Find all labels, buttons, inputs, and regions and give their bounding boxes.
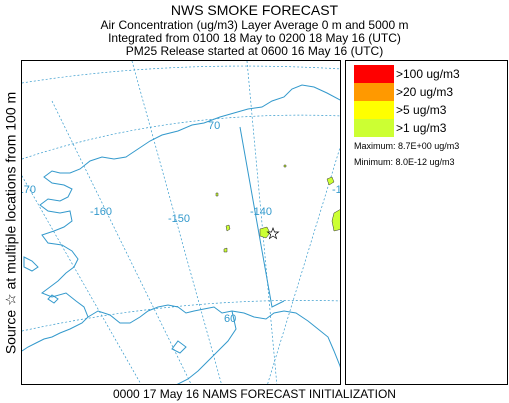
- smoke-area-main: [259, 226, 271, 239]
- legend-swatch-orange: [354, 83, 394, 101]
- meridian-170: [22, 175, 142, 384]
- legend-entry: >20 ug/m3: [354, 83, 453, 101]
- footer-initialization: 0000 17 May 16 NAMS FORECAST INITIALIZAT…: [113, 387, 396, 401]
- lon-label-170: -170: [22, 184, 36, 196]
- lon-label-150: -150: [168, 213, 190, 225]
- legend-swatch-yellow: [354, 101, 394, 119]
- lon-label-130: -130: [332, 184, 341, 196]
- alaska-west-coast: [22, 84, 340, 352]
- meridian-150: [131, 61, 222, 384]
- legend-entry: >100 ug/m3: [354, 65, 460, 83]
- parallel-high: [22, 65, 340, 84]
- meridian-140: [246, 61, 278, 384]
- legend-label: >100 ug/m3: [396, 67, 460, 81]
- map-panel: -170 -160 -150 -140 -130 70 60: [21, 60, 341, 385]
- source-star-icon: [266, 227, 280, 240]
- chart-title: NWS SMOKE FORECAST: [170, 2, 339, 18]
- smoke-area-tiny-1: [215, 192, 219, 197]
- map-svg: -170 -160 -150 -140 -130 70 60: [22, 61, 341, 384]
- source-side-label: Source ☆ at multiple locations from 100 …: [0, 60, 22, 385]
- alaska-south-coast: [87, 304, 340, 368]
- coastline: [22, 84, 340, 384]
- lon-label-140: -140: [250, 206, 272, 218]
- lat-label-60: 60: [224, 313, 236, 325]
- legend-swatch-lime: [354, 119, 394, 137]
- smoke-area-east-2: [331, 209, 340, 232]
- nunivak-island: [47, 294, 59, 304]
- smoke-area-small-1: [225, 224, 231, 232]
- legend-label: >5 ug/m3: [396, 103, 447, 117]
- legend-label: >20 ug/m3: [396, 85, 454, 99]
- kodiak-island: [171, 340, 187, 354]
- lat-label-70: 70: [208, 120, 220, 132]
- legend-entry: >1 ug/m3: [354, 119, 446, 137]
- smoke-area-east-1: [326, 176, 335, 186]
- subtitle-line-1: Air Concentration (ug/m3) Layer Average …: [100, 18, 409, 32]
- meridian-160: [51, 100, 192, 384]
- subtitle-line-3: PM25 Release started at 0600 16 May 16 (…: [125, 44, 384, 58]
- legend-panel: >100 ug/m3 >20 ug/m3 >5 ug/m3 >1 ug/m3 M…: [345, 60, 508, 385]
- kenai-coast: [176, 310, 237, 384]
- parallel-60: [22, 300, 340, 332]
- legend-maximum: Maximum: 8.7E+00 ug/m3: [354, 141, 460, 151]
- border-line: [239, 126, 285, 308]
- legend-minimum: Minimum: 8.0E-12 ug/m3: [354, 157, 455, 167]
- legend-swatch-red: [354, 65, 394, 83]
- legend-entry: >5 ug/m3: [354, 101, 446, 119]
- st-lawrence-island: [23, 256, 39, 272]
- source-label-text: Source ☆ at multiple locations from 100 …: [2, 91, 19, 354]
- smoke-area-small-2: [223, 247, 228, 253]
- legend-label: >1 ug/m3: [396, 121, 447, 135]
- smoke-areas: [215, 164, 340, 253]
- lon-label-160: -160: [90, 206, 112, 218]
- subtitle-line-2: Integrated from 0100 18 May to 0200 18 M…: [108, 31, 401, 45]
- parallel-70: [22, 114, 340, 160]
- smoke-area-tiny-2: [283, 164, 287, 168]
- graticule: [22, 61, 340, 384]
- meridian-130: [267, 146, 340, 384]
